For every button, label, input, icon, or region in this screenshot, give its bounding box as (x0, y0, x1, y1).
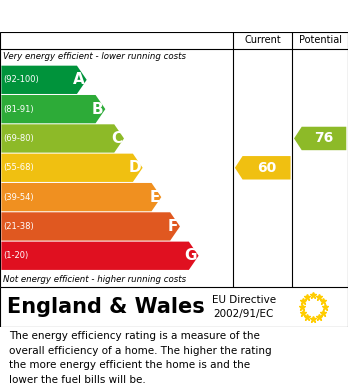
Polygon shape (1, 183, 161, 211)
Text: E: E (149, 190, 160, 204)
Polygon shape (1, 154, 143, 182)
Text: Very energy efficient - lower running costs: Very energy efficient - lower running co… (3, 52, 186, 61)
Text: Energy Efficiency Rating: Energy Efficiency Rating (10, 7, 258, 25)
Polygon shape (1, 66, 87, 94)
Text: (55-68): (55-68) (3, 163, 34, 172)
Text: C: C (111, 131, 122, 146)
Text: EU Directive
2002/91/EC: EU Directive 2002/91/EC (212, 295, 276, 319)
Text: The energy efficiency rating is a measure of the
overall efficiency of a home. T: The energy efficiency rating is a measur… (9, 332, 271, 385)
Text: (1-20): (1-20) (3, 251, 29, 260)
Text: (21-38): (21-38) (3, 222, 34, 231)
Polygon shape (235, 156, 291, 179)
Text: (39-54): (39-54) (3, 193, 34, 202)
Text: Current: Current (244, 35, 281, 45)
Text: A: A (73, 72, 85, 87)
Text: (81-91): (81-91) (3, 105, 34, 114)
Text: G: G (184, 248, 197, 263)
Text: Not energy efficient - higher running costs: Not energy efficient - higher running co… (3, 275, 186, 284)
Text: England & Wales: England & Wales (7, 297, 205, 317)
Polygon shape (1, 212, 180, 240)
Text: F: F (168, 219, 178, 234)
Polygon shape (1, 242, 199, 270)
Text: (69-80): (69-80) (3, 134, 34, 143)
Polygon shape (294, 127, 346, 150)
Polygon shape (1, 95, 105, 123)
Text: 76: 76 (314, 131, 334, 145)
Text: D: D (128, 160, 141, 175)
Text: (92-100): (92-100) (3, 75, 39, 84)
Text: Potential: Potential (299, 35, 342, 45)
Polygon shape (1, 124, 124, 152)
Text: B: B (92, 102, 104, 117)
Text: 60: 60 (257, 161, 276, 175)
